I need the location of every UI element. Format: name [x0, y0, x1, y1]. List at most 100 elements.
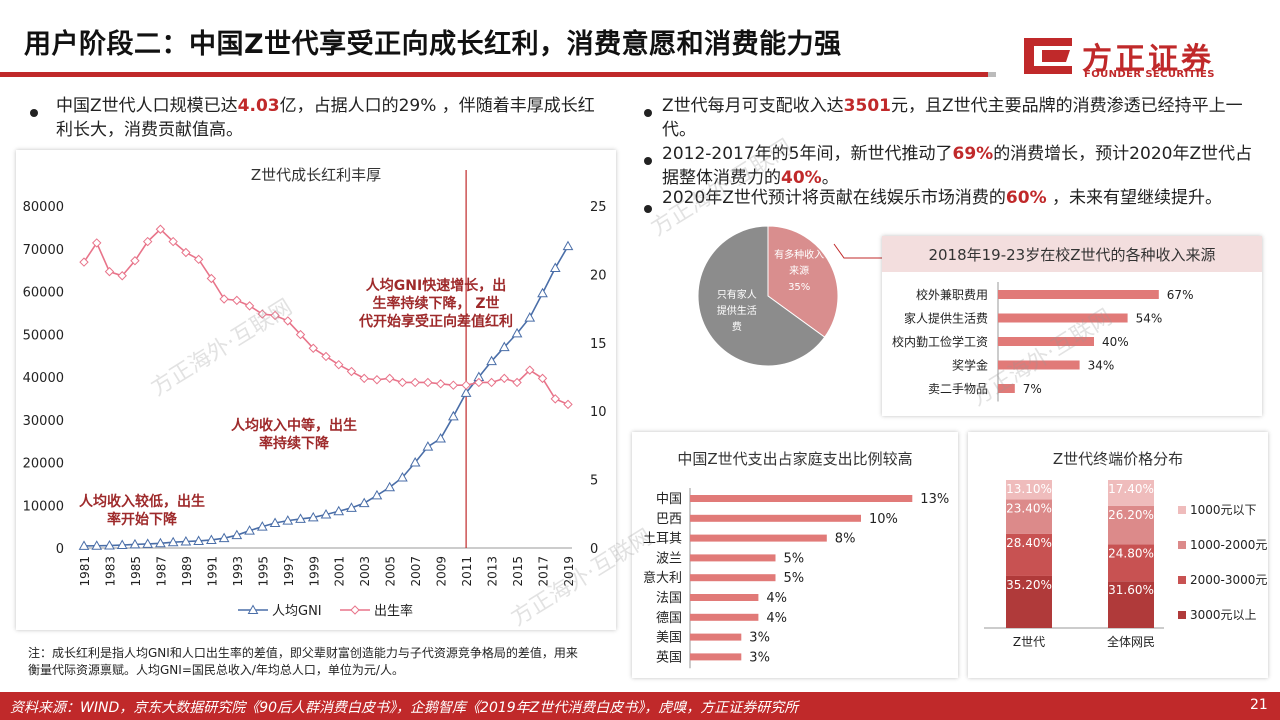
stacked-bar-segment	[1006, 499, 1052, 534]
gni-data-point	[282, 515, 294, 525]
annotation-2: 率持续下降	[259, 435, 330, 452]
birth-rate-data-point	[474, 377, 484, 388]
y-right-tick-label: 5	[590, 474, 598, 489]
gni-data-point	[384, 481, 396, 492]
x-tick-label: 1999	[307, 556, 321, 587]
y-right-tick-label: 10	[590, 405, 607, 420]
x-tick-label: 1987	[154, 556, 168, 587]
page-title: 用户阶段二：中国Z世代享受正向成长红利，消费意愿和消费能力强	[24, 29, 842, 60]
category-label: 美国	[656, 631, 682, 646]
segment-value-label: 26.20%	[1108, 508, 1154, 522]
bar	[690, 495, 913, 502]
gni-data-point	[498, 341, 510, 352]
bar	[998, 290, 1159, 299]
birth-rate-data-point	[79, 257, 89, 267]
logo-text: 方正证券	[1082, 42, 1214, 77]
category-label: 巴西	[656, 512, 682, 527]
value-label: 5%	[784, 551, 805, 566]
x-tick-label: 1985	[129, 556, 143, 587]
bar	[998, 360, 1080, 370]
annotation-1: 率开始下降	[107, 511, 178, 528]
x-tick-label: 1995	[256, 556, 270, 587]
legend-birth-marker	[350, 605, 360, 615]
x-tick-label: 2017	[537, 556, 551, 587]
birth-rate-data-point	[181, 247, 191, 258]
birth-rate-data-point	[104, 266, 115, 277]
x-tick-label: 2015	[511, 556, 525, 587]
bar	[690, 554, 776, 562]
birth-rate-data-point	[270, 310, 280, 321]
logo-subtext: FOUNDER SECURITIES	[1084, 69, 1215, 80]
source-text: 资料来源：WIND，京东大数据研究院《90后人群消费白皮书》，企鹅智库《2019…	[10, 700, 799, 716]
y-right-tick-label: 20	[590, 268, 607, 283]
stacked-bar-segment	[1108, 581, 1154, 628]
bullet-highlight: 69%	[952, 144, 994, 164]
bullet-dot	[644, 150, 652, 169]
x-tick-label: 1991	[205, 556, 219, 587]
bar	[998, 313, 1128, 323]
category-label: 法国	[656, 591, 682, 606]
gni-data-point	[549, 262, 561, 272]
category-label: 意大利	[643, 570, 682, 586]
value-label: 54%	[1136, 312, 1163, 326]
left-bullet: 中国Z世代人口规模已达4.03亿，占据人口的29% ，伴随着丰厚成长红利长大，消…	[56, 94, 596, 142]
gni-data-point	[231, 529, 243, 540]
right-bullet-1: Z世代每月可支配收入达3501元，且Z世代主要品牌的消费渗透已经持平上一代。	[662, 94, 1262, 142]
legend-swatch	[1178, 576, 1186, 584]
birth-rate-data-point	[257, 309, 268, 319]
birth-rate-data-point	[168, 236, 178, 247]
birth-rate-data-point	[130, 256, 140, 266]
pie-label: 只有家人	[717, 288, 757, 301]
value-label: 3%	[749, 650, 770, 665]
gni-data-point	[358, 497, 370, 508]
value-label: 7%	[1023, 382, 1042, 396]
bullet-highlight: 3501	[843, 96, 891, 116]
legend-swatch	[1178, 506, 1186, 514]
birth-rate-data-point	[117, 271, 127, 281]
y-left-tick-label: 80000	[23, 200, 64, 215]
pie-value-label: 35%	[788, 282, 810, 293]
y-left-tick-label: 70000	[23, 243, 64, 258]
value-label: 4%	[766, 591, 787, 606]
chart-title: Z世代终端价格分布	[1053, 450, 1183, 468]
gni-data-point	[397, 471, 408, 482]
pie-label: 来源	[789, 264, 809, 277]
gni-data-point	[460, 387, 472, 397]
x-tick-label: 2007	[409, 556, 423, 587]
value-label: 4%	[766, 611, 787, 626]
segment-value-label: 13.10%	[1006, 482, 1052, 496]
value-label: 34%	[1088, 359, 1115, 373]
y-right-tick-label: 0	[590, 542, 598, 557]
category-label: 校外兼职费用	[916, 287, 988, 302]
legend-label: 2000-3000元	[1190, 573, 1267, 587]
birth-rate-data-point	[435, 379, 446, 389]
bar	[998, 337, 1094, 346]
bullet-dot	[644, 102, 652, 121]
gni-data-point	[180, 535, 192, 546]
birth-rate-data-point	[550, 394, 560, 404]
x-tick-label: 1997	[282, 556, 296, 587]
gni-data-point	[422, 441, 434, 451]
gni-data-point	[409, 456, 421, 467]
gni-data-point	[371, 489, 383, 500]
birth-rate-data-point	[244, 301, 255, 311]
chart-title: 中国Z世代支出占家庭支出比例较高	[677, 450, 912, 468]
gni-data-point	[167, 536, 179, 547]
bullet-text: Z世代每月可支配收入达	[662, 96, 844, 116]
birth-rate-data-point	[359, 373, 369, 384]
bullet-text: 2020年Z世代预计将贡献在线娱乐市场消费的	[662, 188, 1006, 208]
x-tick-label: 2009	[435, 556, 449, 587]
value-label: 10%	[869, 512, 898, 527]
pie-slice	[767, 225, 839, 338]
birth-rate-data-point	[525, 365, 535, 375]
gni-data-point	[129, 538, 141, 549]
bullet-text: 元，且Z世代主要品牌的消费渗透已经持平上一代。	[662, 96, 1243, 140]
bullet-text: ，未来有望继续提升。	[1046, 188, 1223, 208]
x-tick-label: 2005	[384, 556, 398, 587]
birth-rate-data-point	[499, 373, 510, 384]
segment-value-label: 17.40%	[1108, 482, 1154, 496]
gni-data-point	[269, 517, 281, 527]
growth-dividend-line-chart: Z世代成长红利丰厚 0 10000 20000 30000 40000 50000 60000…	[23, 166, 607, 619]
bullet-text: 。	[821, 168, 839, 188]
